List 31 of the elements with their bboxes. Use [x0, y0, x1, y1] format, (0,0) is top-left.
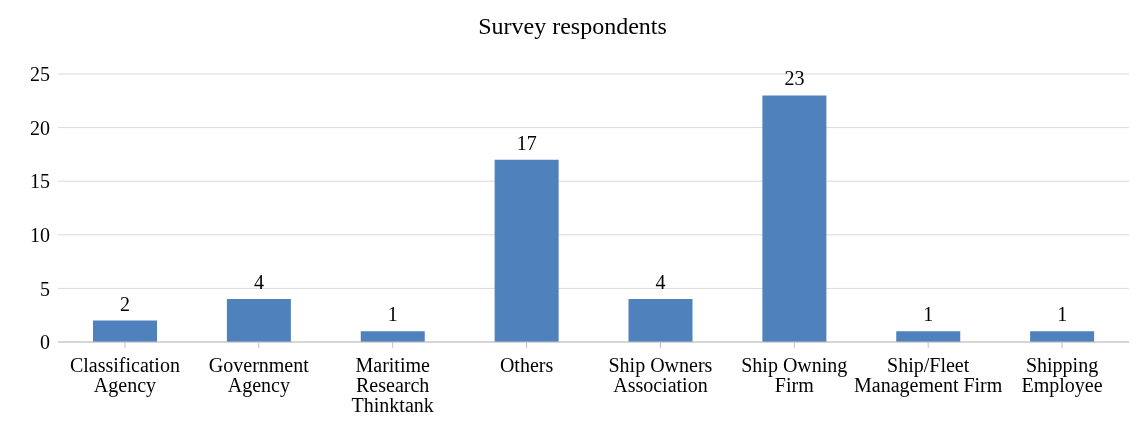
y-tick-label: 5 — [40, 277, 50, 300]
x-tick-label: Government Agency — [208, 354, 310, 398]
y-tick-label: 20 — [30, 116, 50, 139]
x-tick-label: Ship Owners Association — [608, 354, 713, 397]
bar — [494, 159, 559, 342]
y-tick-label: 25 — [30, 63, 50, 86]
bar — [226, 299, 291, 342]
y-tick-label: 0 — [40, 331, 50, 354]
bar — [1030, 331, 1095, 342]
data-label: 4 — [253, 271, 264, 294]
x-tick-label: Ship Owning Firm — [741, 354, 848, 397]
bar — [360, 331, 425, 342]
bar — [93, 320, 157, 342]
x-tick-label: Ship/Fleet Management Firm — [854, 354, 1003, 398]
x-tick-label: Shipping Employee — [1021, 354, 1103, 398]
x-tick-label: Classification Agency — [69, 354, 180, 398]
y-tick-label: 15 — [30, 170, 50, 193]
data-label: 1 — [387, 303, 398, 326]
chart-title: Survey respondents — [477, 12, 668, 41]
bar — [762, 95, 827, 342]
bar — [896, 331, 961, 342]
data-label: 4 — [655, 271, 666, 294]
data-label: 23 — [784, 67, 805, 90]
data-label: 1 — [923, 303, 934, 326]
data-label: 2 — [120, 292, 130, 315]
x-tick-label: Others — [499, 354, 554, 377]
data-label: 17 — [516, 131, 537, 154]
x-tick-label: Maritime Research Thinktank — [351, 354, 434, 417]
bar — [628, 299, 693, 342]
y-tick-label: 10 — [30, 223, 50, 246]
data-label: 1 — [1057, 303, 1068, 326]
